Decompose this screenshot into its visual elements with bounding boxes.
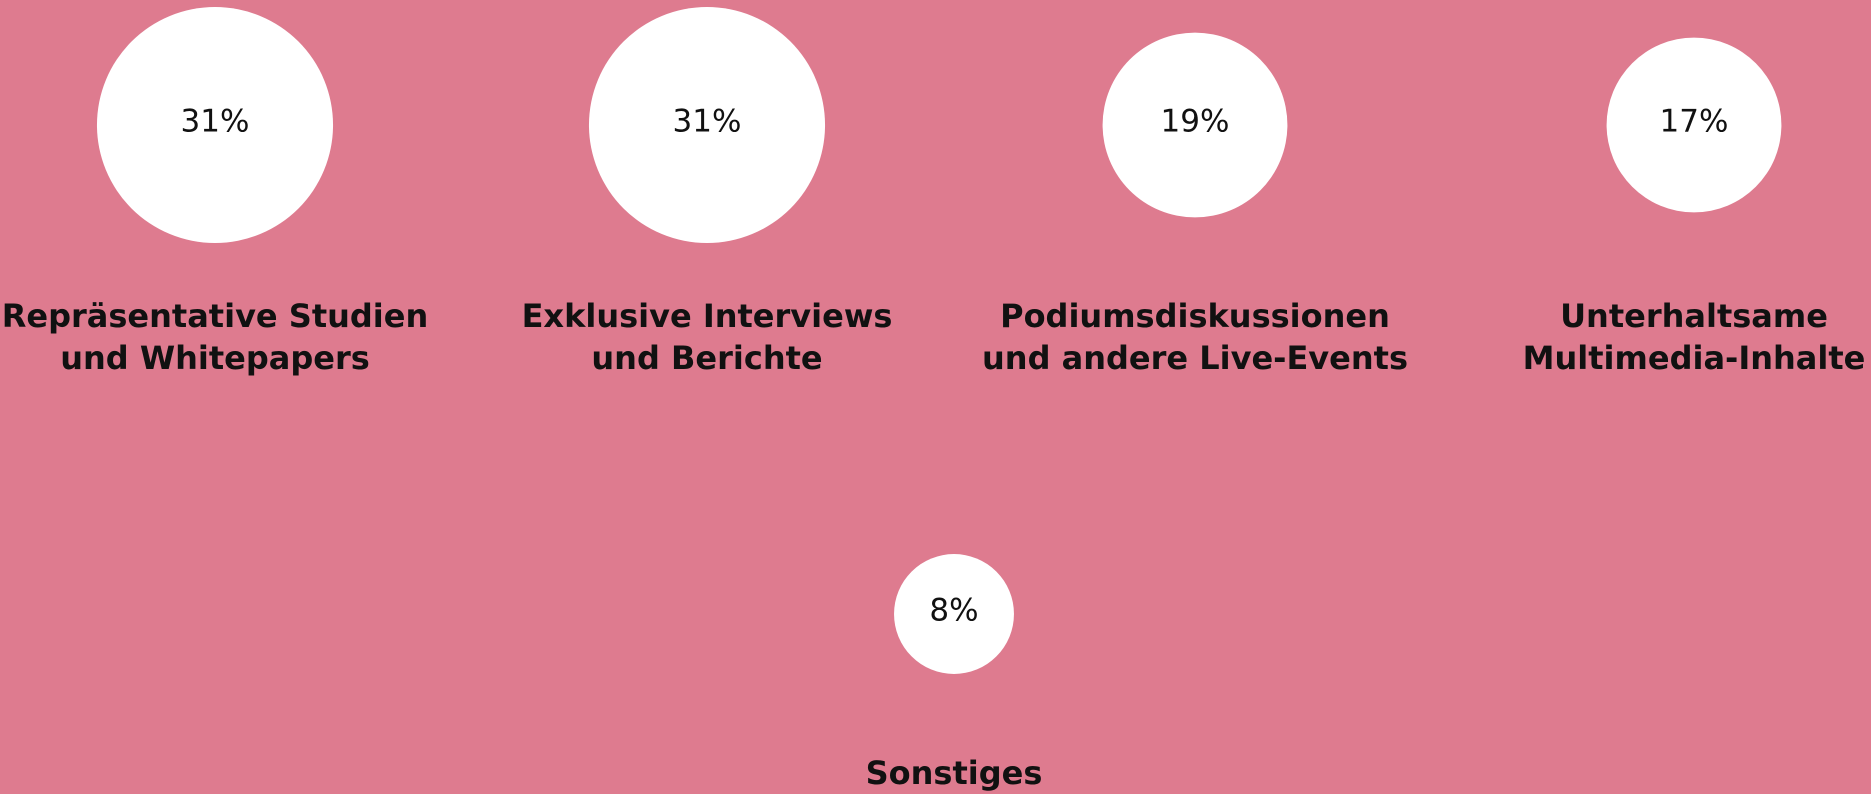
value-label: 19% <box>1161 104 1230 140</box>
value-label: 17% <box>1660 104 1729 140</box>
value-label: 31% <box>673 104 742 140</box>
bubble <box>894 554 1014 674</box>
bubble <box>588 6 826 244</box>
value-label: 8% <box>929 593 978 629</box>
category-label: Repräsentative Studien und Whitepapers <box>1 297 429 377</box>
category-label: Unterhaltsame Multimedia-Inhalte <box>1522 297 1866 377</box>
bubble <box>96 6 334 244</box>
value-label: 31% <box>181 104 250 140</box>
bubble <box>1606 37 1782 213</box>
category-label: Exklusive Interviews und Berichte <box>521 297 893 377</box>
bubble <box>1102 32 1288 218</box>
category-label: Sonstiges <box>865 754 1043 792</box>
category-label: Podiumsdiskussionen und andere Live-Even… <box>982 297 1408 377</box>
